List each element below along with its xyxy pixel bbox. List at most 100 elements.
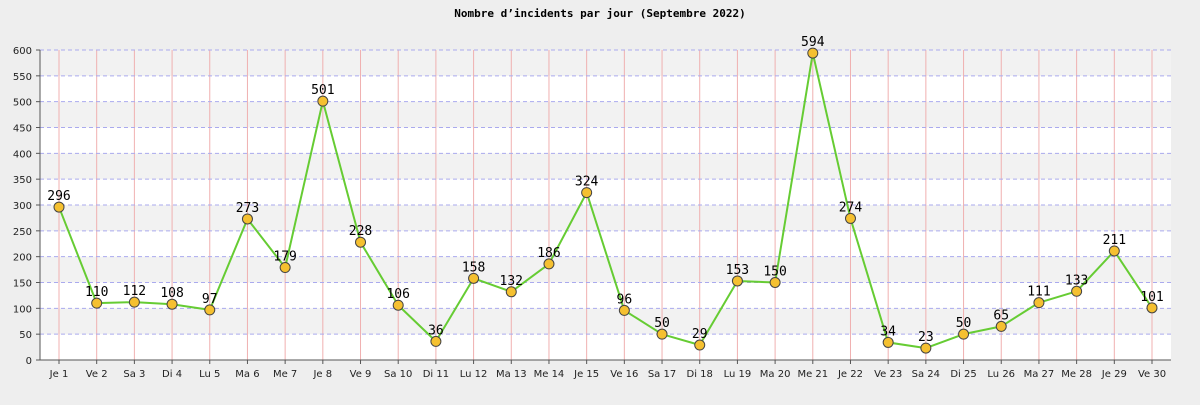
plot-band: [40, 101, 1171, 128]
data-point: [241, 213, 253, 225]
data-point: [128, 296, 140, 308]
y-tick-label: 300: [13, 201, 32, 212]
y-tick-label: 550: [13, 72, 32, 83]
data-label: 23: [918, 330, 934, 345]
x-tick-label: Sa 24: [912, 369, 940, 380]
x-tick-label: Ma 20: [760, 369, 791, 380]
chart-title: Nombre d’incidents par jour (Septembre 2…: [454, 7, 745, 20]
x-tick-label: Di 18: [687, 369, 713, 380]
data-point: [392, 299, 404, 311]
data-label: 501: [311, 83, 334, 98]
plot-band: [40, 75, 1171, 102]
data-label: 34: [880, 324, 896, 339]
data-point: [581, 187, 593, 199]
data-point: [91, 297, 103, 309]
plot-band: [40, 179, 1171, 205]
x-tick-label: Me 7: [273, 369, 297, 380]
data-point: [807, 47, 819, 59]
x-tick-label: Me 28: [1061, 369, 1092, 380]
data-label: 29: [692, 327, 708, 342]
x-tick-label: Me 14: [534, 369, 565, 380]
x-tick-label: Ve 16: [610, 369, 638, 380]
y-tick-label: 500: [13, 98, 32, 109]
data-label: 50: [956, 316, 972, 331]
data-label: 211: [1103, 233, 1126, 248]
data-label: 106: [386, 287, 409, 302]
x-tick-label: Ve 30: [1138, 369, 1166, 380]
x-tick-label: Je 15: [573, 369, 599, 380]
y-tick-label: 400: [13, 149, 32, 160]
y-tick-label: 200: [13, 253, 32, 264]
data-point: [543, 258, 555, 270]
data-label: 50: [654, 316, 670, 331]
data-label: 112: [123, 284, 146, 299]
data-label: 96: [617, 292, 633, 307]
y-tick-label: 150: [13, 279, 32, 290]
y-tick-label: 450: [13, 124, 32, 135]
plot-band: [40, 127, 1171, 154]
x-axis-ticks: Je 1 Ve 2 Sa 3 Di 4 Lu 5 Ma 6 Me 7 Je 8 Ve 9 Sa 1…: [49, 360, 1166, 380]
data-point: [731, 275, 743, 287]
data-labels-group: 296 110 112 108 97 273 179 501 228 106 36 158 132 186…: [47, 35, 1163, 345]
plot-band: [40, 282, 1171, 309]
data-label: 324: [575, 175, 599, 190]
plot-band: [40, 205, 1171, 231]
series-group: [58, 52, 1153, 350]
x-tick-label: Lu 5: [199, 369, 220, 380]
x-tick-label: Ma 13: [496, 369, 527, 380]
data-point: [882, 336, 894, 348]
data-point: [920, 342, 932, 354]
x-tick-label: Je 8: [312, 369, 332, 380]
x-tick-label: Je 1: [49, 369, 69, 380]
x-tick-label: Sa 17: [648, 369, 676, 380]
plot-band: [40, 50, 1171, 76]
data-point: [1033, 297, 1045, 309]
x-tick-label: Ve 23: [874, 369, 902, 380]
data-label: 111: [1027, 285, 1050, 300]
data-point: [656, 328, 668, 340]
y-tick-label: 100: [13, 304, 32, 315]
data-label: 153: [726, 263, 749, 278]
x-tick-label: Di 4: [162, 369, 182, 380]
data-label: 97: [202, 292, 218, 307]
y-axis-ticks: 0 50 100 150 200 250 300 350 400 450 500 550 600: [13, 46, 40, 367]
data-point: [995, 320, 1007, 332]
x-tick-label: Lu 12: [460, 369, 488, 380]
data-label: 158: [462, 260, 485, 275]
x-tick-label: Lu 19: [724, 369, 752, 380]
data-label: 273: [236, 201, 259, 216]
x-tick-label: Di 11: [423, 369, 449, 380]
y-tick-label: 50: [19, 330, 32, 341]
data-point: [317, 95, 329, 107]
data-label: 101: [1140, 290, 1163, 305]
data-point: [430, 335, 442, 347]
data-point: [1108, 245, 1120, 257]
y-tick-label: 600: [13, 46, 32, 57]
data-label: 133: [1065, 273, 1088, 288]
data-label: 179: [273, 250, 296, 265]
data-label: 186: [537, 246, 560, 261]
data-label: 132: [500, 274, 523, 289]
data-point: [1071, 285, 1083, 297]
data-point: [694, 339, 706, 351]
data-point: [355, 236, 367, 248]
plot-band: [40, 153, 1171, 180]
data-label: 110: [85, 285, 108, 300]
data-point: [1146, 302, 1158, 314]
data-label: 274: [839, 200, 863, 215]
x-tick-label: Je 22: [837, 369, 863, 380]
x-tick-label: Me 21: [797, 369, 828, 380]
data-label: 594: [801, 35, 825, 50]
x-tick-label: Ve 2: [86, 369, 108, 380]
plot-band: [40, 334, 1171, 360]
x-tick-label: Di 25: [950, 369, 976, 380]
y-tick-label: 0: [26, 356, 32, 367]
data-point: [844, 212, 856, 224]
data-label: 36: [428, 323, 444, 338]
data-label: 150: [763, 265, 786, 280]
data-point: [769, 277, 781, 288]
data-point: [204, 304, 216, 316]
data-label: 108: [160, 286, 183, 301]
